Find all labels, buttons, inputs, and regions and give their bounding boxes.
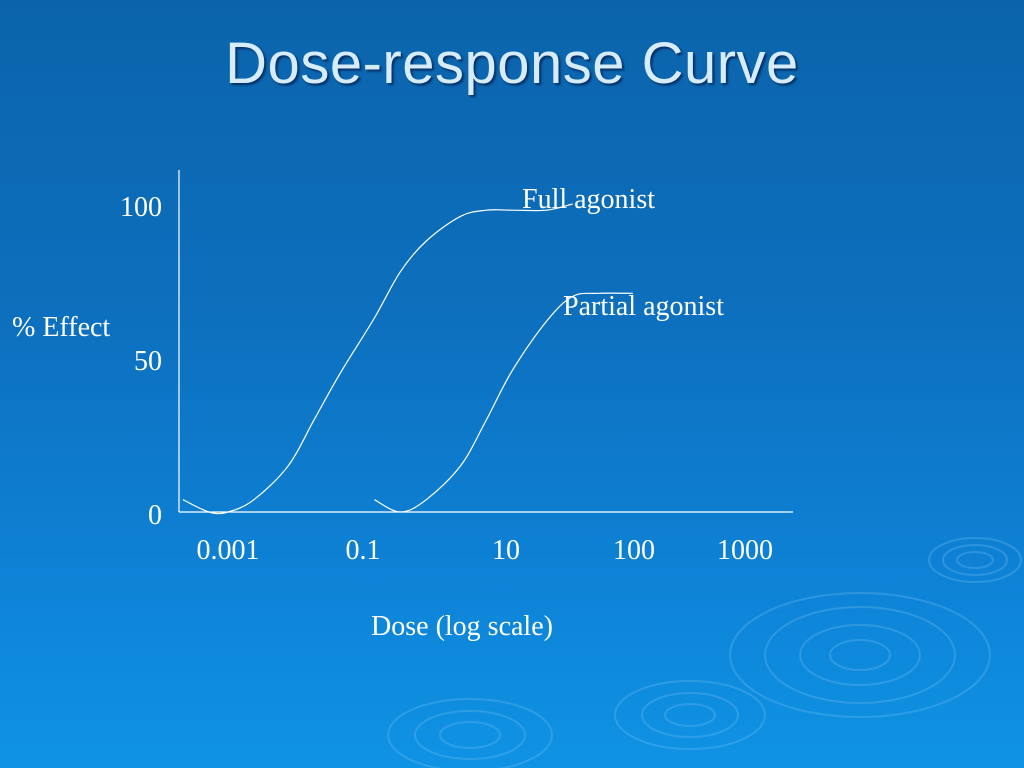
series-label-full-agonist: Full agonist	[522, 184, 655, 215]
series-line-partial-agonist	[374, 292, 633, 513]
series-label-partial-agonist: Partial agonist	[563, 291, 724, 322]
x-tick-label: 0.001	[197, 535, 260, 566]
y-tick-label: 0	[148, 500, 162, 531]
x-tick-label: 0.1	[346, 535, 381, 566]
slide-title: Dose-response Curve	[225, 31, 799, 96]
series-line-full-agonist	[182, 203, 573, 515]
x-tick-label: 100	[613, 535, 655, 566]
y-axis-label: % Effect	[12, 312, 110, 343]
y-tick-label: 50	[134, 346, 162, 377]
x-axis-label: Dose (log scale)	[371, 611, 553, 642]
x-tick-label: 10	[492, 535, 520, 566]
x-tick-label: 1000	[717, 535, 773, 566]
y-tick-label: 100	[120, 192, 162, 223]
